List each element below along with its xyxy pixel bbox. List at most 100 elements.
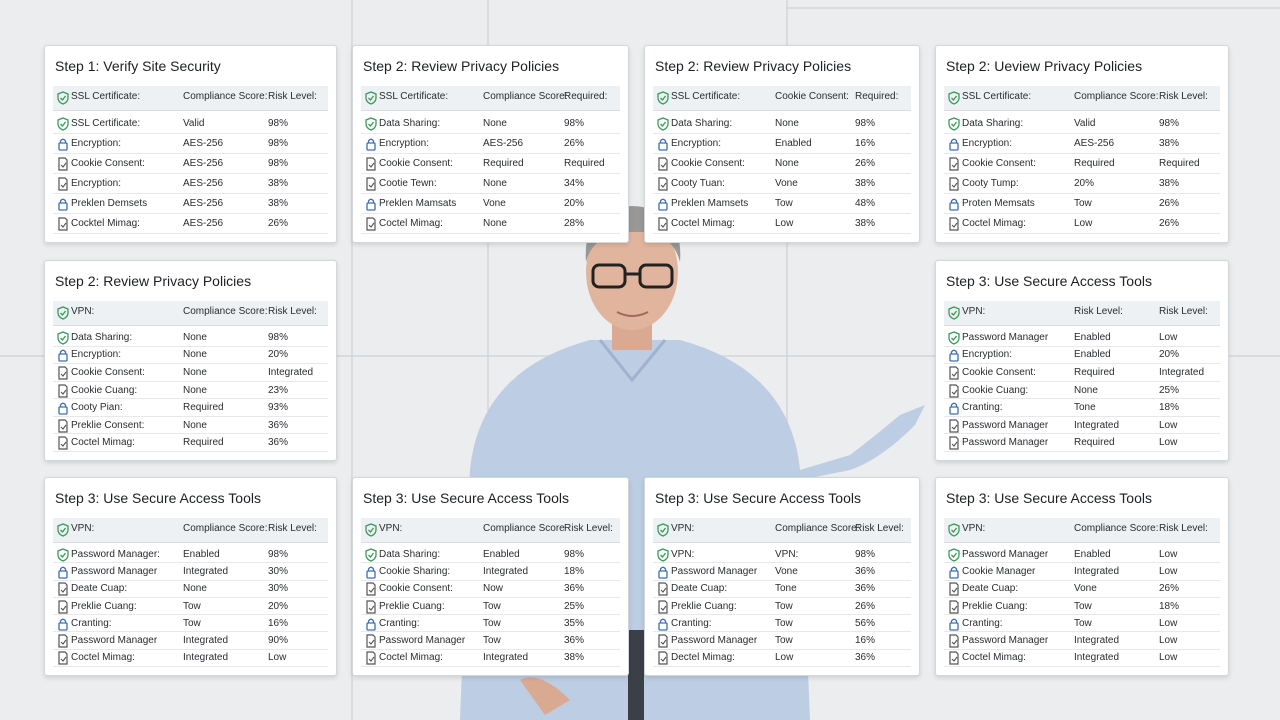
row-divider	[53, 596, 328, 598]
row-icon	[58, 436, 68, 450]
row-divider	[53, 193, 328, 194]
row-icon	[366, 138, 376, 151]
row-cell: Cootie Tewn:	[379, 178, 437, 189]
row-cell: Enabled	[1074, 349, 1111, 361]
row-cell: Cooty Tump:	[962, 178, 1019, 189]
header-cell: Compliance Score:	[183, 523, 268, 534]
row-cell: Tow	[483, 617, 501, 629]
row-divider	[53, 363, 328, 365]
row-cell: Integrated	[1074, 419, 1120, 431]
row-cell: Required	[1074, 437, 1115, 449]
card-title: Step 2: Review Privacy Policies	[55, 273, 252, 289]
header-icon	[365, 91, 377, 105]
row-icon	[58, 599, 68, 614]
row-cell: Password Manager	[71, 565, 158, 577]
row-divider	[944, 614, 1220, 616]
header-cell: SSL Certificate:	[962, 91, 1032, 102]
row-icon	[658, 651, 668, 665]
row-divider	[944, 363, 1220, 365]
row-divider	[653, 666, 911, 667]
row-cell: 98%	[564, 548, 585, 560]
row-cell: Vone	[775, 178, 798, 189]
row-cell: Password Manager	[71, 635, 158, 647]
row-cell: Encryption:	[962, 349, 1013, 361]
row-cell: 16%	[855, 635, 876, 647]
row-divider	[944, 173, 1220, 174]
header-row	[361, 518, 620, 543]
row-cell: Cookie Consent:	[962, 158, 1036, 169]
row-cell: Vone	[775, 565, 798, 577]
row-icon	[366, 157, 376, 171]
row-cell: 38%	[268, 198, 289, 209]
row-cell: 98%	[268, 158, 289, 169]
row-cell: Password Manager:	[71, 548, 160, 560]
header-icon	[57, 91, 69, 105]
row-divider	[53, 398, 328, 400]
row-divider	[653, 579, 911, 581]
row-cell: 18%	[1159, 402, 1180, 414]
row-icon	[949, 436, 959, 450]
row-cell: Encryption:	[671, 138, 722, 149]
row-cell: Password Manager	[962, 635, 1049, 647]
row-icon	[657, 547, 669, 562]
row-cell: 93%	[268, 402, 289, 414]
card: Step 2: Review Privacy Policies SSL Certi…	[352, 45, 629, 243]
row-cell: AES-256	[183, 158, 224, 169]
header-cell: Risk Level:	[1159, 91, 1208, 102]
row-divider	[944, 433, 1220, 435]
row-cell: 38%	[855, 218, 876, 229]
row-divider	[944, 380, 1220, 382]
row-icon	[58, 582, 68, 596]
row-icon	[948, 547, 960, 562]
row-icon	[58, 198, 68, 211]
row-cell: Cooty Pian:	[71, 402, 123, 414]
row-cell: Preklie Cuang:	[671, 600, 737, 612]
row-divider	[653, 614, 911, 616]
row-cell: Coctel Mimag:	[962, 218, 1026, 229]
row-cell: Cookie Cuang:	[962, 384, 1029, 396]
card: Step 2: Review Privacy Policies VPN: Compl…	[44, 260, 337, 461]
row-icon	[58, 217, 68, 231]
row-divider	[944, 398, 1220, 400]
row-cell: Cookie Consent:	[379, 583, 453, 595]
header-icon	[657, 523, 669, 537]
row-icon	[658, 599, 668, 614]
row-cell: Tow	[1074, 617, 1092, 629]
header-cell: Compliance Score:	[483, 91, 568, 102]
row-cell: 98%	[268, 548, 289, 560]
header-cell: SSL Certificate:	[671, 91, 741, 102]
row-cell: None	[775, 158, 799, 169]
header-cell: Risk Level:	[268, 306, 317, 317]
row-cell: Cookie Sharing:	[379, 565, 451, 577]
row-cell: Cookie Consent:	[71, 366, 145, 378]
row-icon	[365, 117, 377, 131]
row-cell: Integrated	[1074, 635, 1120, 647]
row-divider	[653, 213, 911, 214]
row-cell: Low	[1159, 548, 1178, 560]
row-icon	[949, 402, 959, 415]
row-cell: Preklen Demsets	[71, 198, 148, 209]
row-divider	[361, 614, 620, 616]
row-icon	[949, 177, 959, 191]
row-cell: 26%	[1159, 218, 1180, 229]
row-cell: Preklen Mamsats	[379, 198, 457, 209]
row-cell: Integrated	[1074, 652, 1120, 664]
header-cell: Risk Level:	[564, 523, 613, 534]
row-cell: Coctel Mimag:	[671, 218, 735, 229]
header-cell: Risk Level:	[1159, 523, 1208, 534]
header-icon	[948, 306, 960, 320]
row-icon	[366, 198, 376, 211]
row-cell: Password Manager	[962, 437, 1049, 449]
row-icon	[658, 138, 668, 151]
row-icon	[366, 177, 376, 191]
row-divider	[944, 415, 1220, 417]
header-cell: Required:	[855, 91, 899, 102]
row-icon	[58, 618, 68, 631]
row-cell: Cocktel Mimag:	[71, 218, 140, 229]
row-cell: AES-256	[183, 218, 224, 229]
row-cell: None	[775, 118, 799, 129]
row-cell: Tow	[483, 635, 501, 647]
row-cell: Cookie Manager	[962, 565, 1036, 577]
header-cell: Risk Level:	[1159, 306, 1208, 317]
